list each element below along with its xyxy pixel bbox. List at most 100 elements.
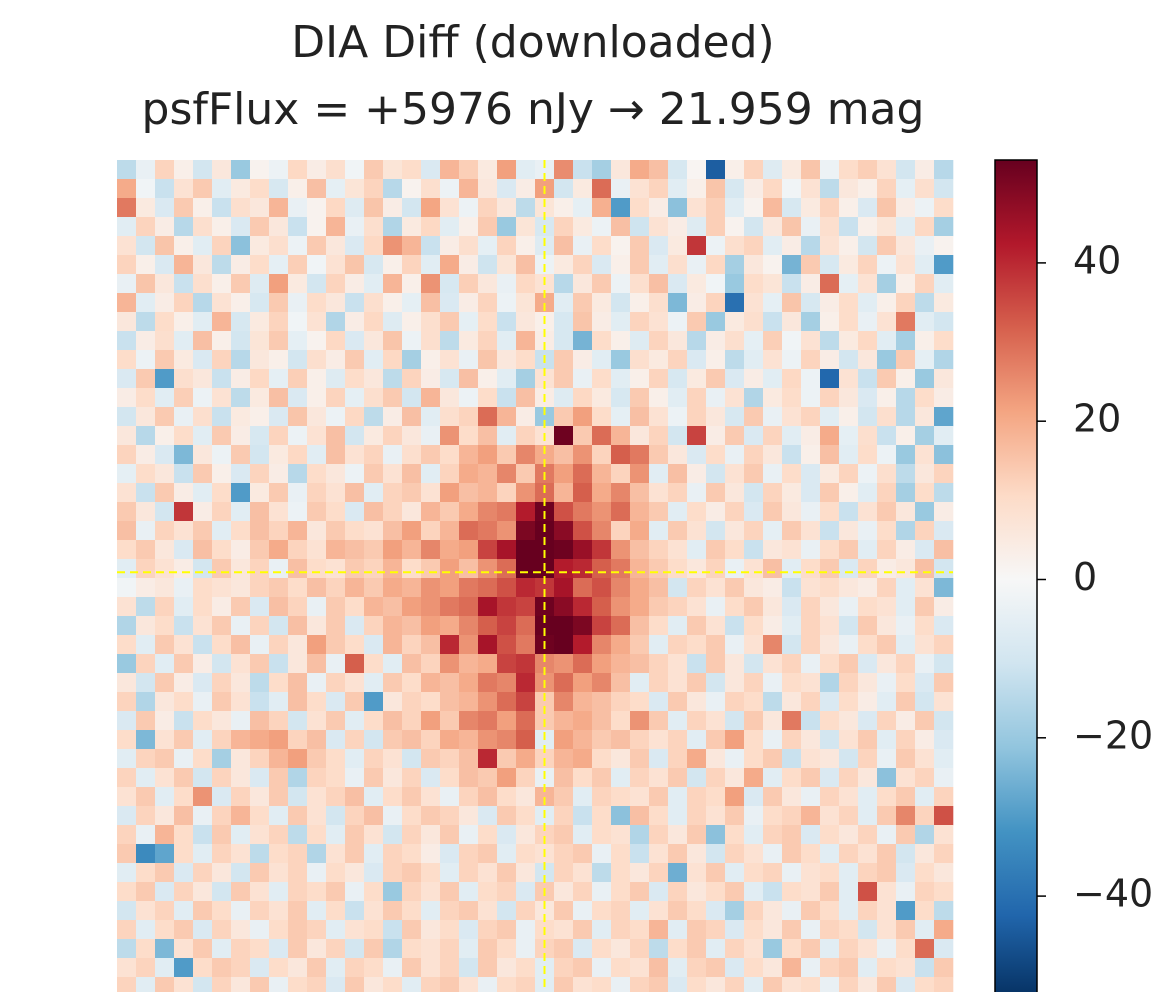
cell	[288, 388, 308, 408]
cell	[592, 388, 612, 408]
cell	[288, 616, 308, 636]
cell	[782, 749, 802, 769]
cell	[630, 540, 650, 560]
cell	[155, 806, 175, 826]
cell	[307, 768, 327, 788]
cell	[364, 445, 384, 465]
cell	[782, 901, 802, 921]
cell	[459, 312, 479, 332]
cell	[497, 312, 517, 332]
cell	[497, 920, 517, 940]
cell	[421, 654, 441, 674]
cell	[459, 958, 479, 978]
cell	[554, 236, 574, 256]
cell	[364, 977, 384, 992]
cell	[782, 540, 802, 560]
cell	[839, 217, 859, 237]
cell	[592, 578, 612, 598]
cell	[573, 483, 593, 503]
cell	[269, 407, 289, 427]
cell	[820, 217, 840, 237]
cell	[231, 350, 251, 370]
cell	[839, 483, 859, 503]
cell	[288, 540, 308, 560]
cell	[421, 540, 441, 560]
cell	[611, 426, 631, 446]
cell	[915, 939, 935, 959]
cell	[155, 369, 175, 389]
cell	[307, 749, 327, 769]
cell	[345, 863, 365, 883]
cell	[516, 540, 536, 560]
cell	[896, 369, 916, 389]
cell	[326, 445, 346, 465]
cell	[364, 806, 384, 826]
cell	[630, 426, 650, 446]
cell	[592, 844, 612, 864]
cell	[497, 863, 517, 883]
cell	[231, 521, 251, 541]
cell	[459, 293, 479, 313]
cell	[402, 179, 422, 199]
cell	[782, 711, 802, 731]
cell	[839, 635, 859, 655]
cell	[858, 483, 878, 503]
cell	[820, 198, 840, 218]
cell	[706, 331, 726, 351]
cell	[725, 388, 745, 408]
cell	[231, 673, 251, 693]
cell	[136, 312, 156, 332]
cell	[782, 483, 802, 503]
cell	[383, 483, 403, 503]
cell	[231, 616, 251, 636]
cell	[155, 217, 175, 237]
cell	[649, 464, 669, 484]
cell	[858, 863, 878, 883]
cell	[554, 274, 574, 294]
cell	[611, 369, 631, 389]
cell	[744, 445, 764, 465]
cell	[516, 274, 536, 294]
cell	[592, 274, 612, 294]
cell	[573, 825, 593, 845]
cell	[193, 825, 213, 845]
cell	[402, 768, 422, 788]
cell	[839, 806, 859, 826]
cell	[478, 578, 498, 598]
cell	[117, 597, 137, 617]
cell	[877, 407, 897, 427]
cell	[307, 198, 327, 218]
cell	[687, 179, 707, 199]
cell	[554, 711, 574, 731]
cell	[763, 711, 783, 731]
cell	[364, 635, 384, 655]
cell	[611, 635, 631, 655]
cell	[440, 217, 460, 237]
cell	[174, 901, 194, 921]
cell	[630, 179, 650, 199]
cell	[592, 958, 612, 978]
cell	[649, 920, 669, 940]
cell	[307, 483, 327, 503]
cell	[117, 293, 137, 313]
cell	[516, 882, 536, 902]
cell	[782, 882, 802, 902]
cell	[231, 635, 251, 655]
cell	[630, 217, 650, 237]
cell	[117, 407, 137, 427]
cell	[763, 768, 783, 788]
cell	[934, 293, 954, 313]
cell	[611, 236, 631, 256]
cell	[744, 597, 764, 617]
cell	[877, 236, 897, 256]
cell	[687, 255, 707, 275]
cell	[421, 407, 441, 427]
cell	[744, 787, 764, 807]
cell	[516, 616, 536, 636]
cell	[269, 654, 289, 674]
cell	[250, 388, 270, 408]
cell	[725, 787, 745, 807]
cell	[554, 692, 574, 712]
cell	[782, 692, 802, 712]
cell	[592, 521, 612, 541]
